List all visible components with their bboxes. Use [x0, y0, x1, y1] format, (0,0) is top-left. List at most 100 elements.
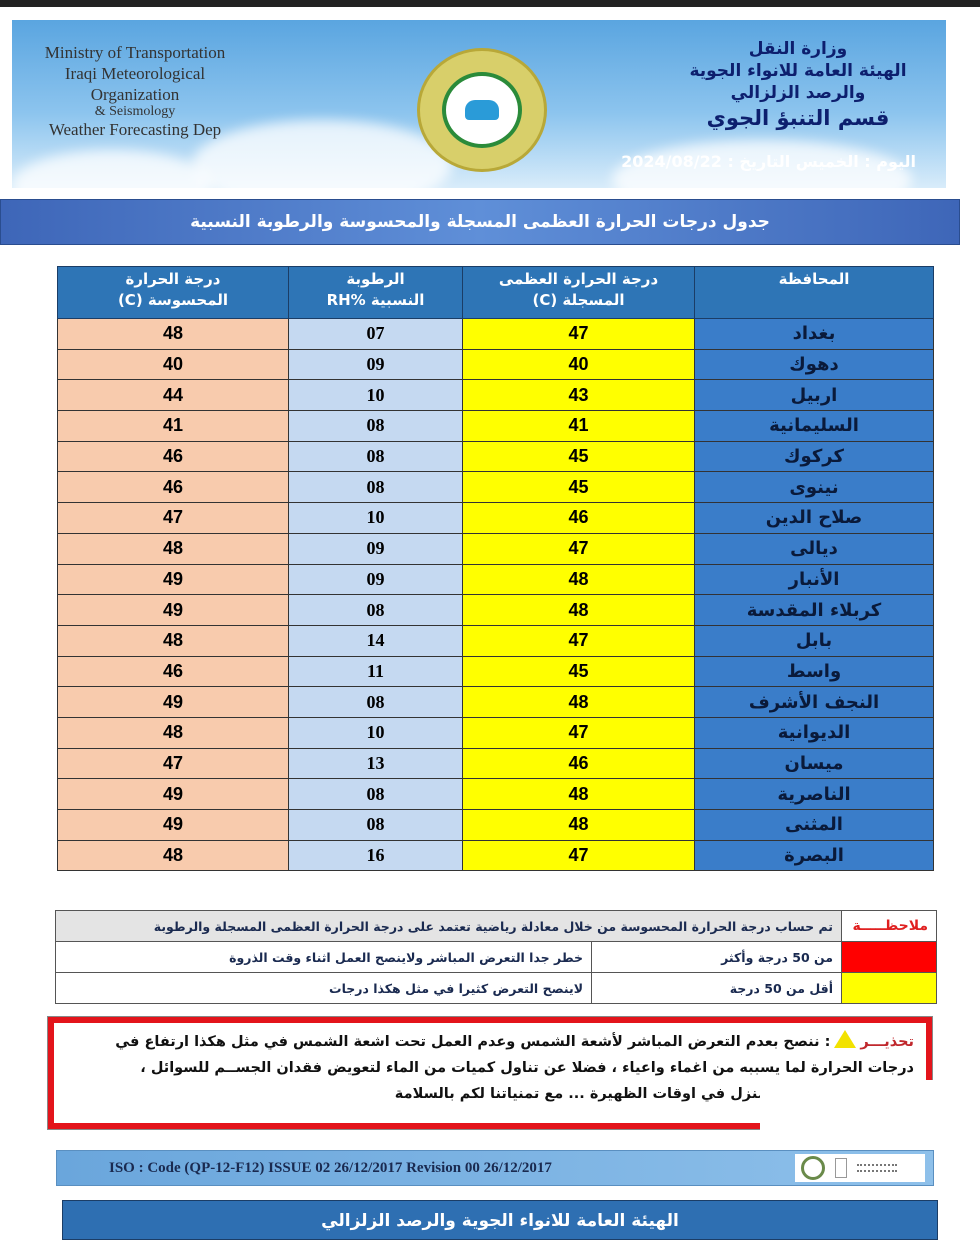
max-temp-cell: 45 — [462, 440, 695, 473]
table-row: بابل 47 14 48 — [57, 624, 934, 657]
iso-code: ISO : Code (QP-12-F12) ISSUE 02 26/12/20… — [109, 1160, 552, 1176]
english-org-name: Ministry of Transportation Iraqi Meteoro… — [20, 42, 250, 140]
province-cell: المثنى — [694, 809, 934, 841]
feels-like-cell: 44 — [57, 379, 289, 412]
english-line: Iraqi Meteorological Organization — [64, 64, 206, 104]
arabic-line: قسم التنبؤ الجوي — [706, 106, 890, 130]
arabic-line: والرصد الزلزالي — [730, 83, 866, 103]
header-humidity: الرطوبة النسبية %RH — [288, 266, 463, 319]
table-row: المثنى 48 08 49 — [57, 809, 934, 841]
warning-text: : ننصح بعدم التعرض المباشر لأشعة الشمس و… — [115, 1034, 831, 1050]
top-bar — [0, 0, 980, 7]
province-cell: السليمانية — [694, 410, 934, 442]
legend-advice: لاينصح التعرض كثيرا في مثل هكذا درجات — [55, 972, 592, 1004]
date-line: اليوم : الخميس التاريخ : 2024/08/22 — [621, 152, 916, 171]
feels-like-cell: 49 — [57, 686, 289, 718]
note-text: تم حساب درجة الحرارة المحسوسة من خلال مع… — [55, 910, 842, 942]
table-row: بغداد 47 07 48 — [57, 318, 934, 350]
humidity-cell: 16 — [288, 839, 463, 872]
feels-like-cell: 49 — [57, 778, 289, 810]
table-row: ديالى 47 09 48 — [57, 532, 934, 565]
max-temp-cell: 43 — [462, 379, 695, 412]
footer-banner: الهيئة العامة للانواء الجوية والرصد الزل… — [62, 1200, 938, 1240]
feels-like-cell: 48 — [57, 624, 289, 657]
warning-text: درجات الحرارة لما يسببه من اغماء واعياء … — [140, 1060, 914, 1076]
province-cell: النجف الأشرف — [694, 686, 934, 718]
english-line: Ministry of Transportation — [44, 43, 226, 62]
table-row: اربيل 43 10 44 — [57, 379, 934, 412]
table-row: نينوى 45 08 46 — [57, 471, 934, 504]
humidity-cell: 10 — [288, 379, 463, 412]
max-temp-cell: 48 — [462, 809, 695, 841]
table-row: ميسان 46 13 47 — [57, 747, 934, 780]
max-temp-cell: 46 — [462, 747, 695, 780]
province-cell: الأنبار — [694, 563, 934, 596]
warning-label: تحذيـــر — [860, 1034, 914, 1050]
province-cell: البصرة — [694, 839, 934, 872]
max-temp-cell: 47 — [462, 318, 695, 350]
province-cell: بابل — [694, 624, 934, 657]
province-cell: الديوانية — [694, 716, 934, 749]
legend-range: من 50 درجة وأكثر — [591, 941, 842, 973]
feels-like-cell: 46 — [57, 471, 289, 504]
note-label: ملاحظـــــة — [841, 910, 937, 942]
feels-like-cell: 46 — [57, 440, 289, 473]
max-temp-cell: 47 — [462, 716, 695, 749]
table-row: النجف الأشرف 48 08 49 — [57, 686, 934, 718]
feels-like-cell: 49 — [57, 563, 289, 596]
table-row: الناصرية 48 08 49 — [57, 778, 934, 810]
table-row: الأنبار 48 09 49 — [57, 563, 934, 596]
certification-text-logo — [857, 1164, 897, 1172]
arabic-line: الهيئة العامة للانواء الجوية — [689, 61, 907, 81]
max-temp-cell: 45 — [462, 655, 695, 688]
feels-like-cell: 41 — [57, 410, 289, 442]
max-temp-cell: 48 — [462, 594, 695, 626]
white-patch — [760, 1080, 935, 1130]
arabic-line: وزارة النقل — [748, 39, 848, 59]
feels-like-cell: 49 — [57, 594, 289, 626]
humidity-cell: 13 — [288, 747, 463, 780]
province-cell: الناصرية — [694, 778, 934, 810]
arabic-org-name: وزارة النقل الهيئة العامة للانواء الجوية… — [668, 38, 928, 132]
feels-like-cell: 48 — [57, 532, 289, 565]
organization-logo — [417, 48, 547, 172]
table-row: واسط 45 11 46 — [57, 655, 934, 688]
province-cell: كركوك — [694, 440, 934, 473]
feels-like-cell: 40 — [57, 348, 289, 381]
province-cell: نينوى — [694, 471, 934, 504]
max-temp-cell: 47 — [462, 532, 695, 565]
humidity-cell: 09 — [288, 532, 463, 565]
legend-swatch-red — [841, 941, 937, 973]
province-cell: ديالى — [694, 532, 934, 565]
humidity-cell: 11 — [288, 655, 463, 688]
note-table: ملاحظـــــة تم حساب درجة الحرارة المحسوس… — [55, 910, 937, 1004]
humidity-cell: 10 — [288, 716, 463, 749]
header-feels-like: درجة الحرارة المحسوسة (C) — [57, 266, 289, 319]
humidity-cell: 08 — [288, 809, 463, 841]
feels-like-cell: 47 — [57, 747, 289, 780]
table-row: دهوك 40 09 40 — [57, 348, 934, 381]
feels-like-cell: 49 — [57, 809, 289, 841]
table-row: البصرة 47 16 48 — [57, 839, 934, 872]
english-line: Weather Forecasting Dep — [48, 120, 222, 139]
humidity-cell: 08 — [288, 778, 463, 810]
humidity-cell: 09 — [288, 563, 463, 596]
table-row: كركوك 45 08 46 — [57, 440, 934, 473]
legend-range: أقل من 50 درجة — [591, 972, 842, 1004]
max-temp-cell: 48 — [462, 563, 695, 596]
feels-like-cell: 48 — [57, 318, 289, 350]
table-row: السليمانية 41 08 41 — [57, 410, 934, 442]
iso-logos — [795, 1154, 925, 1182]
humidity-cell: 08 — [288, 440, 463, 473]
province-cell: بغداد — [694, 318, 934, 350]
warning-triangle-icon — [834, 1030, 857, 1048]
header-province: المحافظة — [694, 266, 934, 319]
humidity-cell: 08 — [288, 471, 463, 504]
english-line: & Seismology — [94, 104, 176, 119]
province-cell: ميسان — [694, 747, 934, 780]
legend-swatch-yellow — [841, 972, 937, 1004]
province-cell: اربيل — [694, 379, 934, 412]
header-banner: Ministry of Transportation Iraqi Meteoro… — [12, 20, 946, 188]
humidity-cell: 08 — [288, 686, 463, 718]
humidity-cell: 09 — [288, 348, 463, 381]
